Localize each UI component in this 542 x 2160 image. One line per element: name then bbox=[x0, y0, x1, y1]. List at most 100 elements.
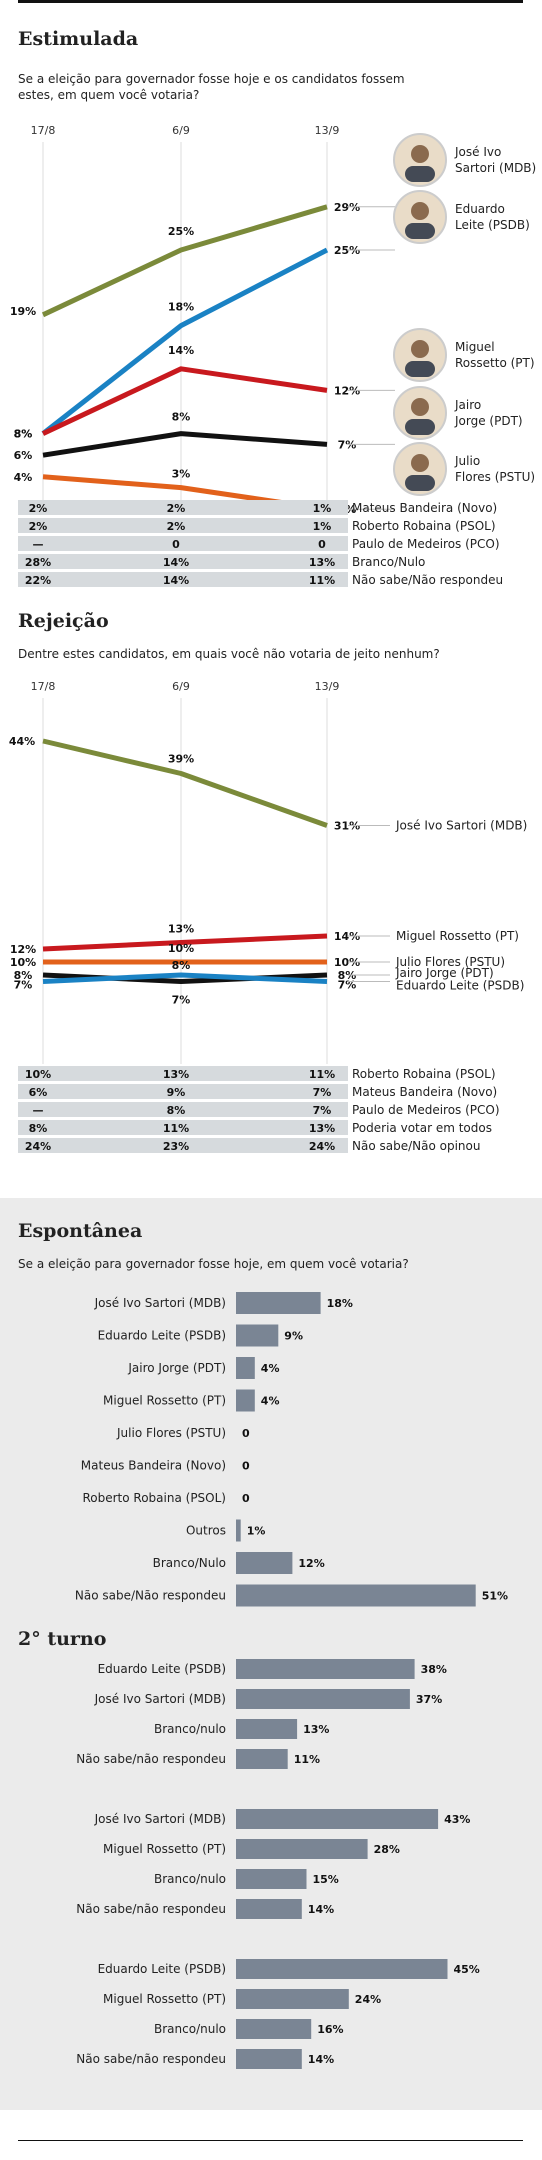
bar bbox=[236, 1552, 293, 1574]
estimulada-chart: 17/8 6/9 13/919%25%29%8%18%25%8%14%12%6%8%… bbox=[10, 124, 536, 587]
table-cell: — bbox=[33, 1104, 44, 1117]
shoulders-icon bbox=[405, 223, 435, 239]
date-label: 17/8 bbox=[31, 680, 56, 693]
table-cell: 24% bbox=[309, 1140, 335, 1153]
series-line-rossetto bbox=[42, 933, 328, 952]
bar bbox=[236, 1719, 298, 1739]
table-cell: 11% bbox=[309, 574, 335, 587]
table-row-bg bbox=[18, 500, 348, 515]
bar-value-label: 1% bbox=[247, 1525, 266, 1538]
data-label: 8% bbox=[14, 428, 33, 441]
bar-category-label: Eduardo Leite (PSDB) bbox=[98, 1662, 226, 1676]
table-row-label: Paulo de Medeiros (PCO) bbox=[352, 537, 500, 551]
table-cell: — bbox=[33, 538, 44, 551]
bar bbox=[236, 1869, 307, 1889]
bar bbox=[236, 1689, 410, 1709]
series-name-label: Eduardo Leite (PSDB) bbox=[396, 979, 524, 993]
bottom-rule bbox=[18, 2140, 523, 2141]
series-line-leite bbox=[42, 972, 328, 984]
bar-value-label: 0 bbox=[242, 1460, 250, 1473]
table-row-label: Mateus Bandeira (Novo) bbox=[352, 501, 497, 515]
table-cell: 9% bbox=[167, 1086, 186, 1099]
turno-chart-sartori-rossetto: José Ivo Sartori (MDB) 43% Miguel Rossetto… bbox=[76, 1809, 470, 1919]
table-row-label: Branco/Nulo bbox=[352, 555, 425, 569]
face-icon bbox=[411, 398, 429, 416]
bar-category-label: Outros bbox=[186, 1524, 226, 1538]
table-row-label: Poderia votar em todos bbox=[352, 1121, 492, 1135]
series-line-sartori bbox=[42, 738, 328, 828]
data-label: 10% bbox=[10, 956, 36, 969]
table-cell: 0 bbox=[318, 538, 326, 551]
table-row-bg bbox=[18, 1120, 348, 1135]
table-cell: 2% bbox=[167, 520, 186, 533]
bar bbox=[236, 1749, 288, 1769]
data-label: 44% bbox=[9, 735, 35, 748]
data-label: 6% bbox=[14, 449, 33, 462]
bar-category-label: Não sabe/não respondeu bbox=[76, 2052, 226, 2066]
bar-value-label: 43% bbox=[444, 1813, 470, 1826]
table-cell: 13% bbox=[309, 556, 335, 569]
rejeicao-question: Dentre estes candidatos, em quais você n… bbox=[18, 647, 440, 661]
table-cell: 2% bbox=[29, 520, 48, 533]
date-label: 6/9 bbox=[172, 124, 190, 137]
data-label: 12% bbox=[10, 943, 36, 956]
candidate-label-line2: Sartori (MDB) bbox=[455, 161, 536, 175]
bar bbox=[236, 1292, 321, 1314]
data-label: 14% bbox=[168, 344, 194, 357]
estimulada-question: Se a eleição para governador fosse hoje … bbox=[18, 72, 405, 102]
bar-value-label: 4% bbox=[261, 1362, 280, 1375]
data-label: 19% bbox=[10, 305, 36, 318]
candidate-label-line1: Miguel bbox=[455, 340, 495, 354]
bar bbox=[236, 1839, 368, 1859]
bar bbox=[236, 1959, 448, 1979]
bar-category-label: Miguel Rossetto (PT) bbox=[103, 1992, 226, 2006]
bar-value-label: 18% bbox=[327, 1297, 353, 1310]
bar-category-label: Miguel Rossetto (PT) bbox=[103, 1842, 226, 1856]
bar-category-label: Miguel Rossetto (PT) bbox=[103, 1394, 226, 1408]
data-label: 8% bbox=[14, 428, 33, 441]
table-row-bg bbox=[18, 554, 348, 569]
table-row-bg bbox=[18, 1084, 348, 1099]
bar-category-label: Eduardo Leite (PSDB) bbox=[98, 1329, 226, 1343]
face-icon bbox=[411, 145, 429, 163]
top-rule bbox=[18, 0, 523, 3]
data-label: 39% bbox=[168, 753, 194, 766]
table-cell: 13% bbox=[309, 1122, 335, 1135]
table-cell: 14% bbox=[163, 574, 189, 587]
table-cell: 14% bbox=[163, 556, 189, 569]
candidate-label-line2: Rossetto (PT) bbox=[455, 356, 535, 370]
bar-value-label: 45% bbox=[454, 1963, 480, 1976]
rejeicao-title: Rejeição bbox=[18, 610, 109, 632]
bar-category-label: Branco/Nulo bbox=[153, 1556, 226, 1570]
table-row-label: Mateus Bandeira (Novo) bbox=[352, 1085, 497, 1099]
data-label: 25% bbox=[168, 225, 194, 238]
bar-value-label: 13% bbox=[303, 1723, 329, 1736]
bar-category-label: Não sabe/não respondeu bbox=[76, 1902, 226, 1916]
data-label: 7% bbox=[338, 979, 357, 992]
date-label: 13/9 bbox=[315, 124, 340, 137]
bar-value-label: 28% bbox=[374, 1843, 400, 1856]
series-name-label: Miguel Rossetto (PT) bbox=[396, 929, 519, 943]
turno-chart-leite-rossetto: Eduardo Leite (PSDB) 45% Miguel Rossetto (… bbox=[76, 1959, 480, 2069]
bar-category-label: Jairo Jorge (PDT) bbox=[127, 1361, 226, 1375]
data-label: 4% bbox=[14, 471, 33, 484]
data-label: 13% bbox=[168, 923, 194, 936]
candidate-label-line1: Julio bbox=[454, 454, 480, 468]
bar-value-label: 38% bbox=[421, 1663, 447, 1676]
bar-value-label: 16% bbox=[317, 2023, 343, 2036]
rejeicao-chart: 17/8 6/9 13/944%39%31%12%13%14%10%10%10%8%… bbox=[9, 680, 527, 1153]
table-row-bg bbox=[18, 518, 348, 533]
data-label: 8% bbox=[172, 959, 191, 972]
bar-category-label: Branco/nulo bbox=[154, 1722, 226, 1736]
series-name-label: José Ivo Sartori (MDB) bbox=[395, 819, 527, 833]
bar-category-label: José Ivo Sartori (MDB) bbox=[94, 1812, 226, 1826]
candidate-label-line2: Flores (PSTU) bbox=[455, 470, 535, 484]
bar bbox=[236, 1989, 349, 2009]
data-label: 31% bbox=[334, 820, 360, 833]
table-cell: 10% bbox=[25, 1068, 51, 1081]
table-cell: 2% bbox=[167, 502, 186, 515]
bar-category-label: Eduardo Leite (PSDB) bbox=[98, 1962, 226, 1976]
bar-category-label: Branco/nulo bbox=[154, 1872, 226, 1886]
face-icon bbox=[411, 202, 429, 220]
espontanea-question: Se a eleição para governador fosse hoje,… bbox=[18, 1257, 409, 1271]
